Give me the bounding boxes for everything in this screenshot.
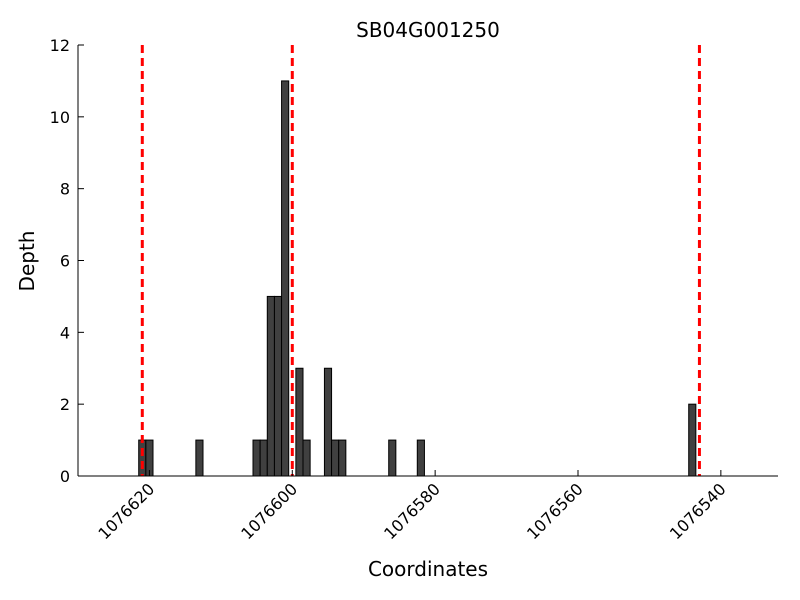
bar-1076605 <box>252 439 261 477</box>
y-tick-label-4: 4 <box>60 323 70 342</box>
bar-1076613 <box>195 439 204 477</box>
y-tick-label-8: 8 <box>60 180 70 199</box>
bar-1076603 <box>266 295 275 477</box>
y-tick-label-6: 6 <box>60 252 70 271</box>
x-tick-label-1076620: 1076620 <box>94 479 158 543</box>
bars-group <box>138 80 697 477</box>
chart-title: SB04G001250 <box>356 18 500 42</box>
x-tick-label-1076580: 1076580 <box>380 479 444 543</box>
y-tick-label-12: 12 <box>50 36 70 55</box>
bar-1076598 <box>302 439 311 477</box>
y-tick-label-2: 2 <box>60 395 70 414</box>
y-tick-label-0: 0 <box>60 467 70 486</box>
x-axis-label: Coordinates <box>368 557 488 581</box>
bar-1076599 <box>295 367 304 477</box>
bar-1076593 <box>338 439 347 477</box>
bar-1076595 <box>323 367 333 477</box>
bar-1076602 <box>273 295 283 477</box>
x-ticks-group: 1076620 1076600 1076580 1076560 1076540 <box>94 470 730 543</box>
x-tick-label-1076540: 1076540 <box>666 479 730 543</box>
bar-1076594 <box>331 439 340 477</box>
bar-1076604 <box>259 439 268 477</box>
bar-1076621 <box>138 439 147 477</box>
x-tick-label-1076600: 1076600 <box>237 479 301 543</box>
y-tick-label-10: 10 <box>50 108 70 127</box>
reference-lines-group <box>140 45 701 476</box>
x-tick-label-1076560: 1076560 <box>523 479 587 543</box>
y-ticks-group: 0 2 4 6 8 10 12 <box>50 36 84 486</box>
bar-1076544 <box>688 403 697 477</box>
y-axis-label: Depth <box>15 231 39 292</box>
bar-1076582 <box>416 439 425 477</box>
bar-1076586 <box>388 439 397 477</box>
bar-1076601 <box>281 80 290 477</box>
